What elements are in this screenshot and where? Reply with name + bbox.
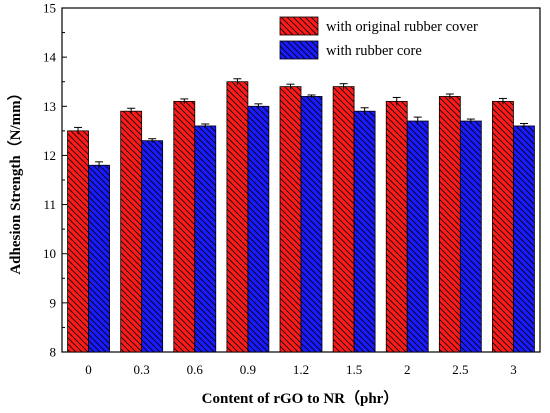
bar — [194, 125, 217, 353]
bar — [332, 86, 355, 353]
y-tick-label: 11 — [43, 197, 56, 212]
bar — [120, 110, 143, 353]
bar — [88, 164, 110, 353]
x-tick-label: 2 — [404, 362, 411, 377]
x-tick-label: 0.3 — [134, 362, 150, 377]
x-tick-label: 0 — [85, 362, 92, 377]
y-tick-label: 9 — [50, 295, 57, 310]
y-axis-title: Adhesion Strength（N/mm） — [6, 85, 24, 274]
x-tick-label: 0.6 — [187, 362, 204, 377]
bar — [438, 96, 461, 353]
bar — [353, 110, 376, 353]
x-tick-label: 2.5 — [452, 362, 468, 377]
bar — [300, 96, 323, 353]
bar — [279, 86, 302, 353]
legend-swatch — [279, 16, 319, 36]
x-tick-label: 1.2 — [293, 362, 309, 377]
bar — [459, 120, 482, 353]
y-tick-label: 8 — [50, 345, 57, 360]
bar — [406, 120, 429, 353]
y-tick-label: 14 — [43, 50, 57, 65]
y-tick-label: 10 — [43, 246, 56, 261]
bar — [173, 100, 196, 353]
bar — [513, 125, 535, 353]
legend: with original rubber cover with rubber co… — [279, 16, 478, 60]
legend-label: with original rubber cover — [326, 19, 478, 35]
bar — [385, 100, 408, 353]
bar — [492, 100, 514, 353]
y-tick-label: 12 — [43, 148, 56, 163]
x-tick-label: 3 — [510, 362, 517, 377]
x-tick-label: 1.5 — [346, 362, 362, 377]
plot-area: 8 9 10 11 12 13 14 15 0 0.3 0.6 0.9 1.2 1.5 2 2.5 3 — [43, 1, 541, 377]
bar — [141, 140, 164, 353]
x-tick-label: 0.9 — [240, 362, 256, 377]
legend-label: with rubber core — [326, 43, 422, 59]
bar — [247, 105, 270, 353]
legend-swatch — [279, 40, 319, 60]
x-axis-title: Content of rGO to NR（phr） — [202, 389, 399, 407]
y-tick-label: 15 — [43, 1, 56, 16]
bar — [67, 130, 89, 353]
y-tick-label: 13 — [43, 99, 56, 114]
bar — [226, 81, 249, 353]
